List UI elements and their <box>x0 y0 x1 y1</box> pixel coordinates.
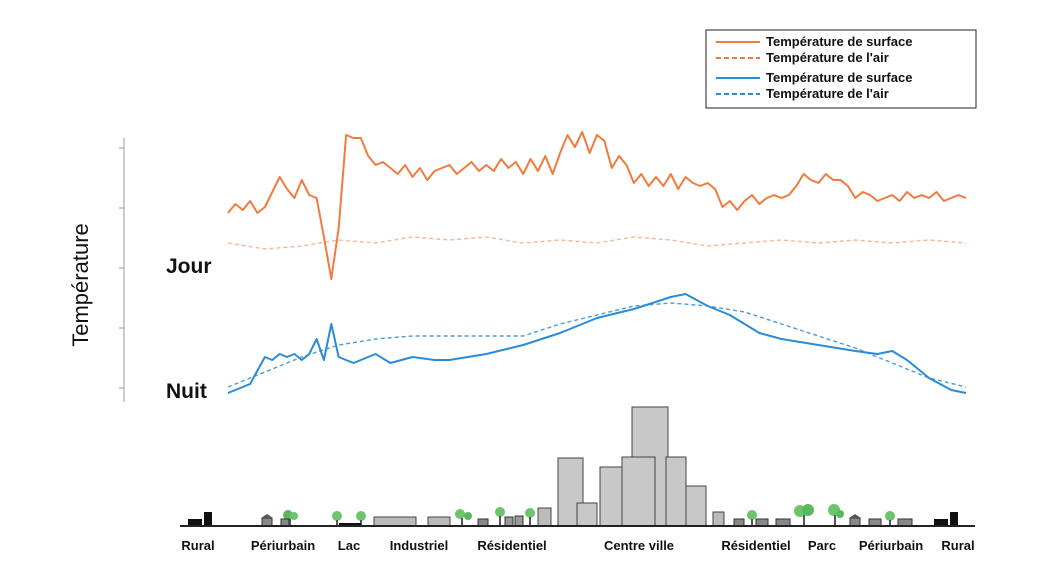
series-line-night-surface <box>227 293 967 394</box>
house-icon <box>897 518 913 527</box>
tree-icon <box>525 508 535 526</box>
house-icon <box>280 518 290 527</box>
house-icon <box>775 518 791 527</box>
series-line-night-air <box>227 302 967 388</box>
y-axis: Température <box>68 138 125 402</box>
legend-label-day-air: Température de l'air <box>766 50 889 65</box>
building-icon <box>685 485 707 527</box>
tree-icon <box>283 510 298 526</box>
house-icon <box>733 518 745 527</box>
tree-icon <box>747 510 757 526</box>
zone-label-industriel: Industriel <box>390 538 449 553</box>
tree-icon <box>885 511 895 526</box>
house-icon <box>477 518 489 527</box>
legend-label-day-surface: Température de surface <box>766 34 912 49</box>
legend: Température de surface Température de l'… <box>705 29 977 109</box>
zone-label-residentiel: Résidentiel <box>721 538 790 553</box>
house-icon <box>261 517 273 527</box>
zone-label-lac: Lac <box>338 538 360 553</box>
zone-labels: Rural Périurbain Lac Industriel Résident… <box>181 538 974 553</box>
building-icon <box>665 456 687 527</box>
series-line-day-air <box>227 236 967 250</box>
tree-icon <box>455 509 472 526</box>
building-icon <box>427 516 451 527</box>
tree-icon <box>495 507 505 526</box>
series-line-day-surface <box>227 131 967 280</box>
house-icon <box>868 518 882 527</box>
legend-label-night-surface: Température de surface <box>766 70 912 85</box>
period-label-night: Nuit <box>166 380 207 403</box>
urban-profile <box>188 406 958 527</box>
zone-label-centre-ville: Centre ville <box>604 538 674 553</box>
building-icon <box>621 456 656 527</box>
building-icon <box>537 507 552 527</box>
legend-label-night-air: Température de l'air <box>766 86 889 101</box>
tree-icon <box>332 511 342 526</box>
zone-label-periurbain: Périurbain <box>251 538 315 553</box>
house-icon <box>755 518 769 527</box>
building-icon <box>373 516 417 527</box>
building-icon <box>950 512 958 526</box>
building-icon <box>599 466 624 527</box>
period-label-day: Jour <box>166 255 212 278</box>
y-axis-label: Température <box>68 223 93 347</box>
building-icon <box>712 511 725 527</box>
house-icon <box>504 516 514 527</box>
zone-label-parc: Parc <box>808 538 836 553</box>
building-icon <box>934 519 948 526</box>
zone-label-rural: Rural <box>181 538 214 553</box>
house-icon <box>514 515 524 527</box>
zone-label-residentiel: Résidentiel <box>477 538 546 553</box>
series-layer <box>227 131 967 394</box>
building-icon <box>204 512 212 526</box>
zone-label-rural: Rural <box>941 538 974 553</box>
house-roof-icon <box>849 514 861 518</box>
tree-icon <box>828 504 844 526</box>
building-icon <box>188 519 202 526</box>
tree-icon <box>794 504 814 526</box>
building-icon <box>576 502 598 527</box>
zone-label-periurbain: Périurbain <box>859 538 923 553</box>
house-roof-icon <box>261 514 273 518</box>
house-icon <box>849 517 861 527</box>
